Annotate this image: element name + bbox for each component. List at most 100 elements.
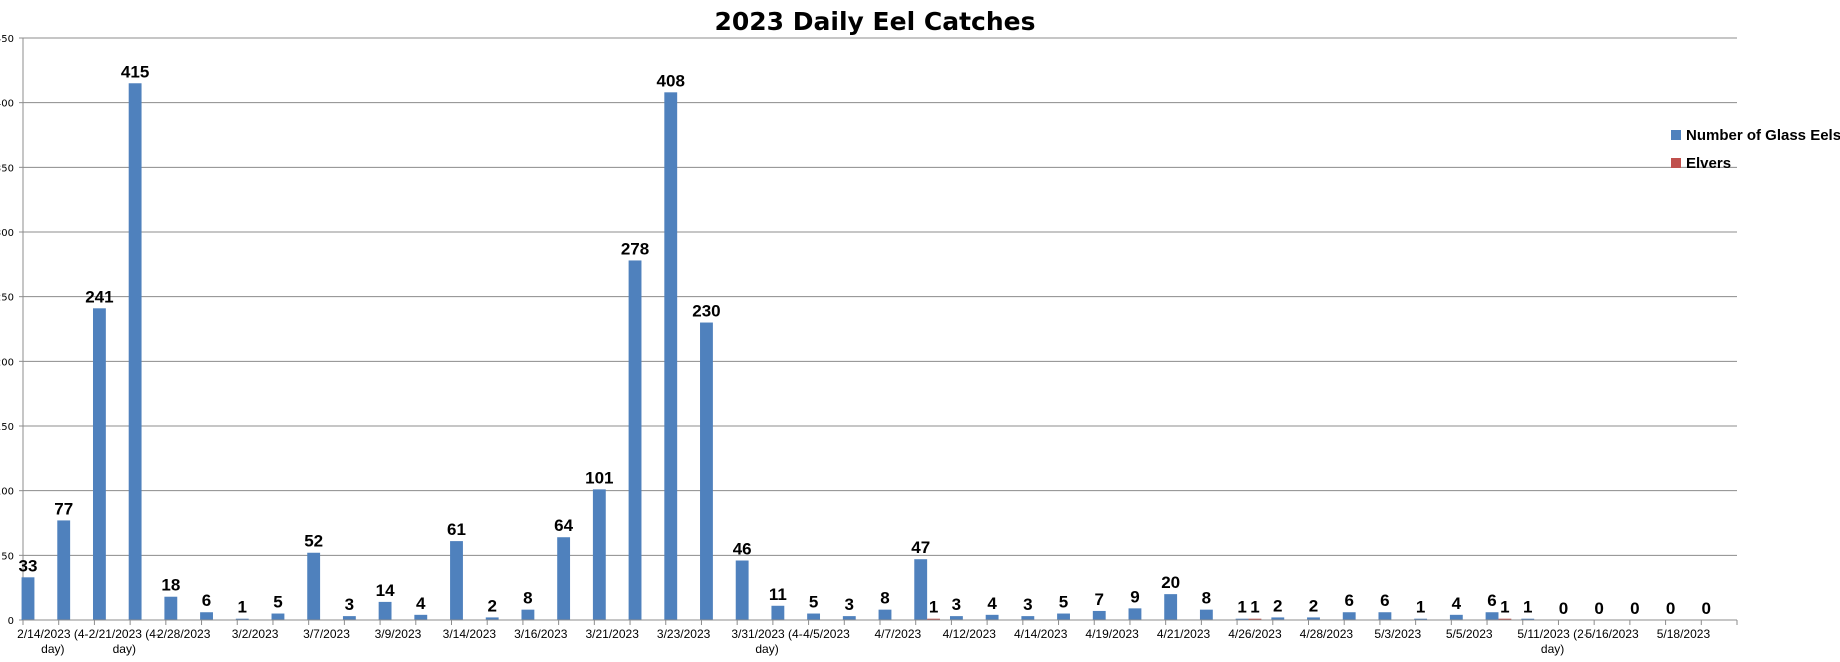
data-label: 0 bbox=[1630, 599, 1639, 618]
data-label: 9 bbox=[1130, 587, 1139, 606]
legend-swatch bbox=[1671, 130, 1681, 140]
chart-title: 2023 Daily Eel Catches bbox=[715, 7, 1036, 36]
x-tick-label: 5/3/2023 bbox=[1374, 627, 1421, 641]
y-tick-label: 150 bbox=[0, 422, 14, 433]
bar-elvers bbox=[1248, 618, 1262, 620]
bar-glass-eels bbox=[271, 613, 285, 620]
y-tick-label: 250 bbox=[0, 293, 14, 304]
x-tick-label: 4/12/2023 bbox=[943, 627, 997, 641]
bar-glass-eels bbox=[1521, 618, 1535, 620]
bar-glass-eels bbox=[914, 559, 928, 620]
data-label: 3 bbox=[345, 595, 354, 614]
bar-glass-eels bbox=[592, 489, 606, 620]
data-label: 20 bbox=[1161, 573, 1180, 592]
x-tick-label: 5/16/2023 bbox=[1585, 627, 1639, 641]
data-label: 61 bbox=[447, 520, 466, 539]
bar-glass-eels bbox=[342, 616, 356, 620]
bars bbox=[21, 83, 1535, 621]
x-tick-label: 2/28/2023 bbox=[157, 627, 211, 641]
x-tick-label: 2/21/2023 (4-day) bbox=[89, 627, 160, 656]
data-label: 3 bbox=[845, 595, 854, 614]
bar-glass-eels bbox=[1199, 609, 1213, 620]
bar-glass-eels bbox=[664, 92, 678, 620]
bar-glass-eels bbox=[878, 609, 892, 620]
bar-glass-eels bbox=[128, 83, 142, 621]
data-label: 3 bbox=[952, 595, 961, 614]
data-label: 8 bbox=[1202, 589, 1211, 608]
data-label: 46 bbox=[733, 540, 752, 559]
bar-glass-eels bbox=[949, 616, 963, 620]
data-label: 0 bbox=[1559, 599, 1568, 618]
y-tick-label: 450 bbox=[0, 34, 14, 45]
x-tick-label: 3/31/2023 (4-day) bbox=[731, 627, 802, 656]
bar-glass-eels bbox=[771, 605, 785, 620]
legend-swatch bbox=[1671, 158, 1681, 168]
bar-glass-eels bbox=[1092, 610, 1106, 620]
x-tick-label: 4/26/2023 bbox=[1228, 627, 1282, 641]
data-label: 77 bbox=[54, 499, 73, 518]
bar-glass-eels bbox=[307, 552, 321, 620]
x-tick-label: 3/21/2023 bbox=[585, 627, 639, 641]
x-tick-label: 5/5/2023 bbox=[1446, 627, 1493, 641]
x-tick-label: 3/23/2023 bbox=[657, 627, 711, 641]
data-label: 14 bbox=[376, 581, 395, 600]
bar-glass-eels bbox=[378, 601, 392, 620]
bar-glass-eels bbox=[521, 609, 535, 620]
x-tick-label: 3/16/2023 bbox=[514, 627, 568, 641]
y-tick-label: 100 bbox=[0, 487, 14, 498]
data-label: 408 bbox=[657, 71, 685, 90]
data-label: 1 bbox=[929, 598, 938, 617]
bar-glass-eels bbox=[985, 614, 999, 620]
bar-glass-eels bbox=[1271, 617, 1285, 620]
bar-glass-eels bbox=[1414, 618, 1428, 620]
data-label: 1 bbox=[238, 598, 247, 617]
bar-glass-eels bbox=[414, 614, 428, 620]
data-label: 4 bbox=[416, 594, 426, 613]
bar-glass-eels bbox=[807, 613, 821, 620]
bar-glass-eels bbox=[557, 537, 571, 620]
data-label: 6 bbox=[1344, 591, 1353, 610]
data-label: 6 bbox=[202, 591, 211, 610]
legend-label: Elvers bbox=[1686, 155, 1731, 172]
gridlines bbox=[23, 37, 1737, 556]
data-label: 8 bbox=[523, 589, 532, 608]
data-label: 241 bbox=[85, 287, 113, 306]
x-tick-label: 2/14/2023 (4-day) bbox=[17, 627, 88, 656]
bar-glass-eels bbox=[735, 560, 749, 620]
bar-glass-eels bbox=[1342, 612, 1356, 620]
bar-glass-eels bbox=[1485, 612, 1499, 620]
data-label: 101 bbox=[585, 468, 613, 487]
data-label: 2 bbox=[1309, 596, 1318, 615]
bar-glass-eels bbox=[1235, 618, 1249, 620]
data-label: 1 bbox=[1237, 598, 1246, 617]
x-tick-label: 4/14/2023 bbox=[1014, 627, 1068, 641]
bar-glass-eels bbox=[200, 612, 213, 620]
bar-glass-eels bbox=[1378, 612, 1392, 620]
bar-glass-eels bbox=[57, 520, 71, 620]
x-tick-label: 4/21/2023 bbox=[1157, 627, 1211, 641]
bar-glass-eels bbox=[92, 308, 106, 620]
bar-glass-eels bbox=[628, 260, 642, 620]
bar-glass-eels bbox=[485, 617, 499, 620]
data-label: 52 bbox=[304, 532, 323, 551]
data-label: 1 bbox=[1250, 598, 1259, 617]
bar-glass-eels bbox=[235, 618, 249, 620]
y-tick-label: 350 bbox=[0, 163, 14, 174]
x-tick-label: 4/5/2023 bbox=[803, 627, 850, 641]
x-tick-label: 3/9/2023 bbox=[375, 627, 422, 641]
data-label: 6 bbox=[1380, 591, 1389, 610]
data-label: 278 bbox=[621, 239, 649, 258]
bar-glass-eels bbox=[1449, 614, 1463, 620]
x-tick-label: 5/11/2023 (2-day) bbox=[1517, 627, 1588, 656]
bar-elvers bbox=[1498, 618, 1512, 620]
legend-label: Number of Glass Eels bbox=[1686, 127, 1840, 144]
data-label: 64 bbox=[554, 516, 573, 535]
bar-glass-eels bbox=[1164, 594, 1178, 620]
data-label: 5 bbox=[273, 593, 282, 612]
x-tick-label: 4/19/2023 bbox=[1085, 627, 1139, 641]
data-label: 0 bbox=[1702, 599, 1711, 618]
data-label: 230 bbox=[692, 302, 720, 321]
x-tick-label: 3/2/2023 bbox=[232, 627, 279, 641]
x-tick-label: 3/7/2023 bbox=[303, 627, 350, 641]
